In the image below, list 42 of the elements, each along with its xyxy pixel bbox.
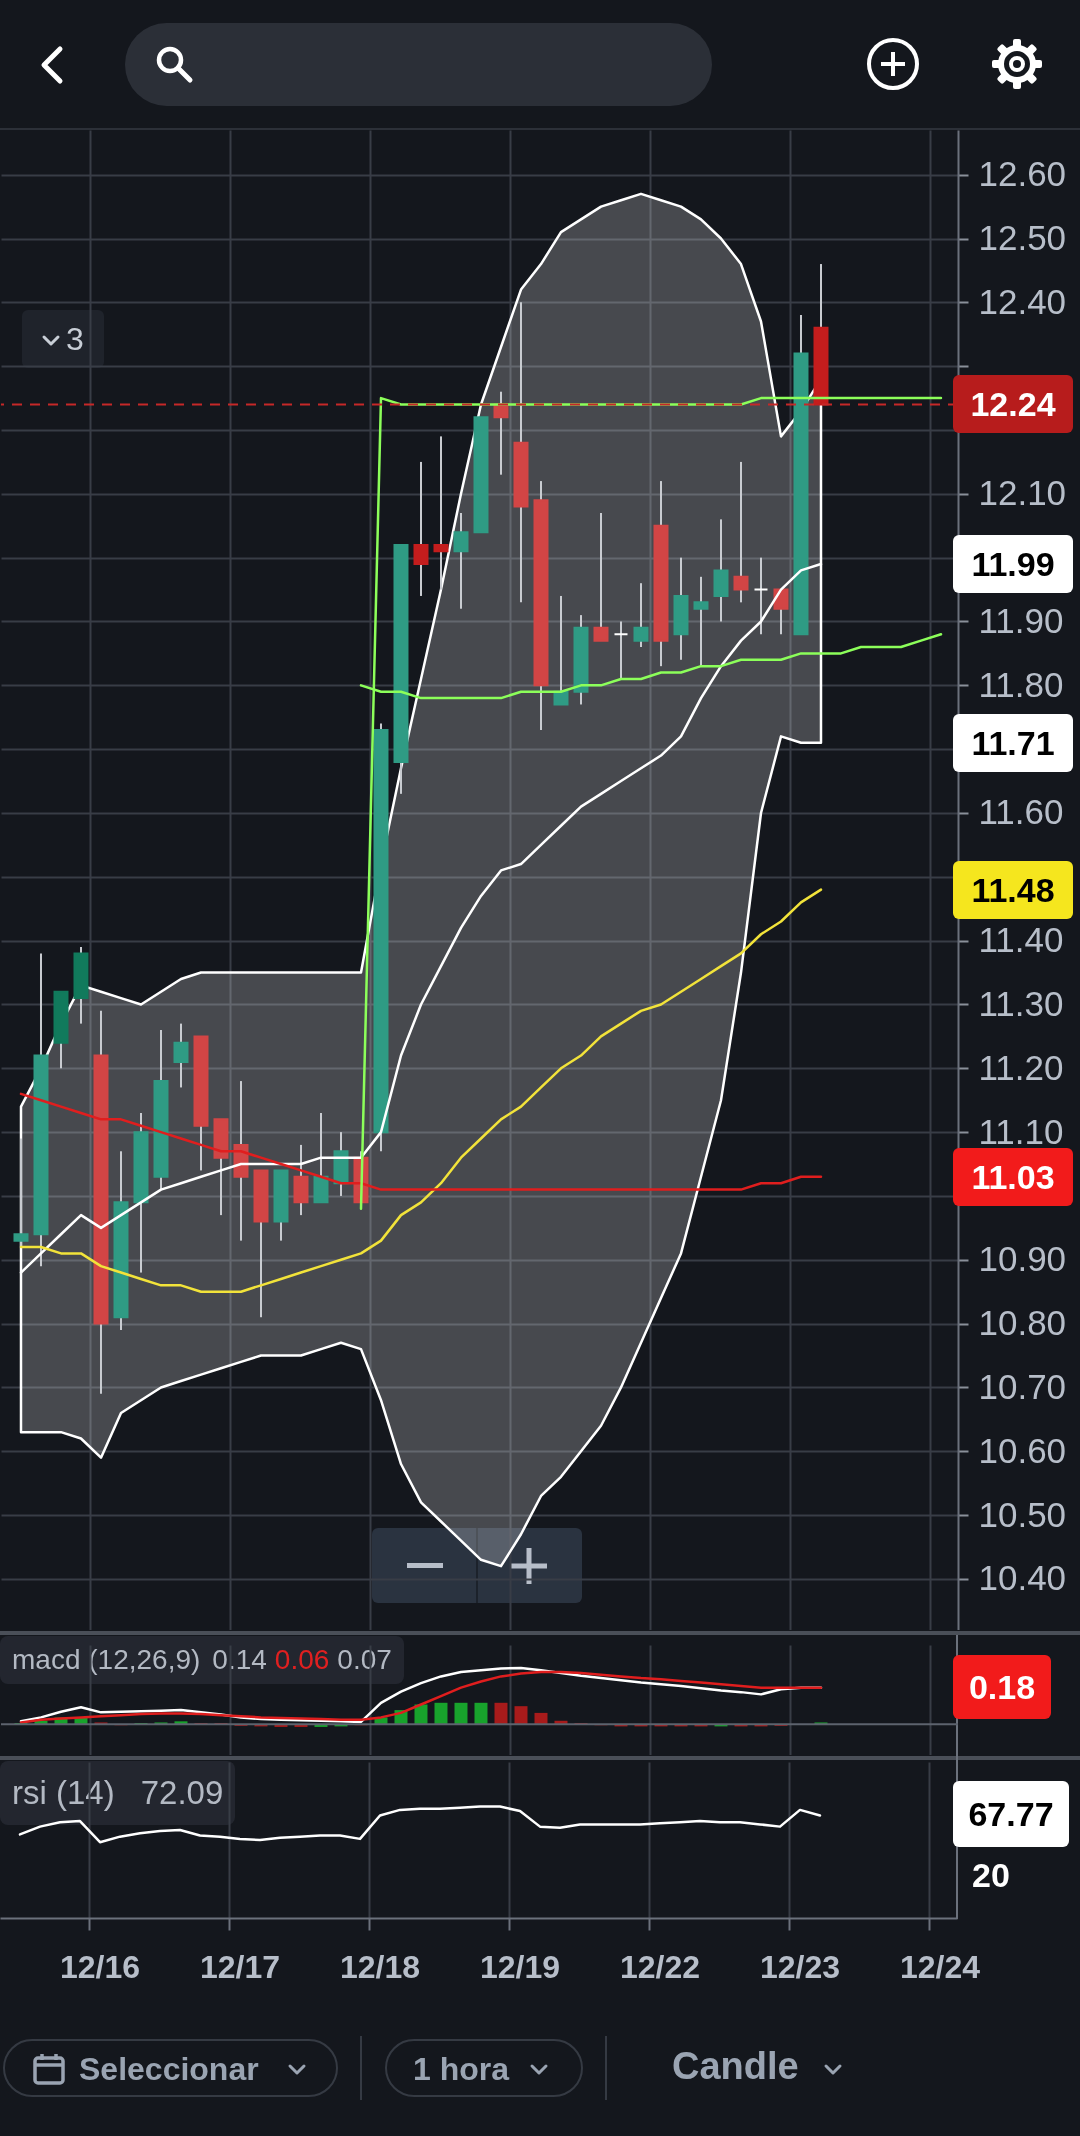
y-tick-label: 12.60 xyxy=(978,154,1067,194)
y-tick-label: 12.40 xyxy=(978,281,1067,321)
y-tick-label: 10.80 xyxy=(978,1303,1067,1343)
text: 1 hora xyxy=(413,2051,510,2088)
text: 67.77 xyxy=(953,1781,1069,1847)
annotation: 0.06 xyxy=(274,1644,330,1676)
x-tick-label: 12/19 xyxy=(479,1948,561,1985)
text: 11.48 xyxy=(953,860,1073,919)
y-tick-label: 11.20 xyxy=(978,1047,1064,1087)
y-tick-label: 11.30 xyxy=(978,983,1064,1023)
annotation: 0.14 xyxy=(212,1644,267,1676)
y-tick-label: 10.90 xyxy=(978,1239,1067,1279)
x-tick-label: 12/18 xyxy=(339,1948,421,1985)
x-tick-label: 12/17 xyxy=(199,1948,281,1985)
y-tick-label: 11.60 xyxy=(978,792,1064,832)
y-tick-label: 11.90 xyxy=(978,600,1064,640)
y-tick-label: 10.60 xyxy=(978,1430,1067,1470)
x-tick-label: 12/22 xyxy=(619,1948,701,1985)
text: Candle xyxy=(672,2045,799,2088)
y-tick-label: 11.40 xyxy=(978,920,1064,960)
y-tick-label: 10.50 xyxy=(978,1494,1067,1534)
text: 12.24 xyxy=(953,375,1073,434)
text: 20 xyxy=(972,1856,1010,1895)
y-tick-label: 11.10 xyxy=(978,1111,1064,1151)
annotation: 72.09 xyxy=(140,1774,224,1812)
text: Seleccionar xyxy=(79,2051,259,2088)
text: 11.03 xyxy=(971,1157,1055,1196)
text: 11.71 xyxy=(953,713,1073,772)
y-tick-label: 12.10 xyxy=(978,473,1067,513)
x-tick-label: 12/23 xyxy=(759,1948,841,1985)
y-tick-label: 10.70 xyxy=(978,1366,1067,1406)
y-tick-label: 11.80 xyxy=(978,664,1064,704)
y-tick-label: 10.40 xyxy=(978,1558,1067,1598)
annotation: 3 xyxy=(66,320,84,358)
y-tick-label: 12.50 xyxy=(978,218,1067,258)
chart-title: macd (12,26,9) xyxy=(12,1644,201,1676)
x-tick-label: 12/24 xyxy=(899,1948,981,1985)
chart-title: rsi (14) xyxy=(12,1774,115,1812)
x-tick-label: 12/16 xyxy=(59,1948,141,1985)
text: 0.18 xyxy=(953,1655,1051,1719)
annotation: 0.07 xyxy=(337,1644,392,1676)
text: 11.99 xyxy=(953,535,1073,594)
